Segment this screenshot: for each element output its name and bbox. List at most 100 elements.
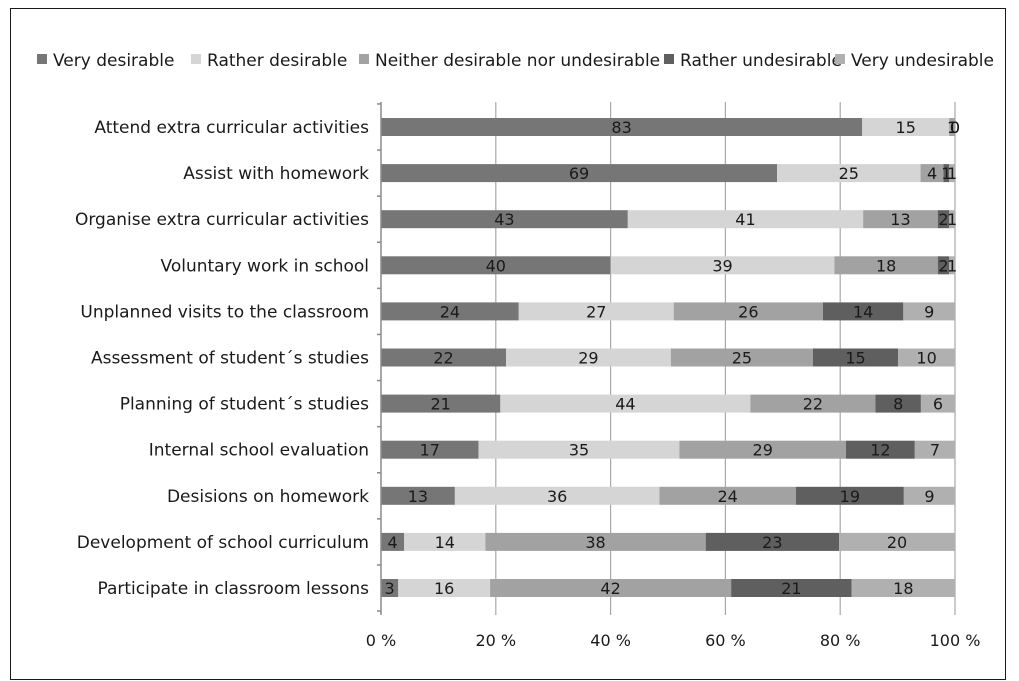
bar-organise-extra-curricular-activities-very-undesirable <box>949 210 955 229</box>
value-label-assessment-of-student-s-studies-very-undesirable: 10 <box>916 349 936 368</box>
bar-development-of-school-curriculum-neither-desirable-nor-undesirable <box>485 532 706 551</box>
value-label-organise-extra-curricular-activities-very-desirable: 43 <box>494 210 514 229</box>
category-label-attend-extra-curricular-activities: Attend extra curricular activities <box>94 118 369 138</box>
bar-organise-extra-curricular-activities-rather-undesirable <box>937 210 950 229</box>
chart-frame: Very desirable Rather desirable Neither de… <box>10 8 1006 680</box>
value-label-assist-with-homework-very-desirable: 69 <box>569 164 589 183</box>
value-label-planning-of-student-s-studies-very-undesirable: 6 <box>933 395 943 414</box>
value-label-assist-with-homework-rather-undesirable: 1 <box>941 164 951 183</box>
bar-assessment-of-student-s-studies-very-desirable <box>381 348 507 367</box>
value-label-organise-extra-curricular-activities-neither-desirable-nor-undesirable: 13 <box>890 210 910 229</box>
value-label-assist-with-homework-very-undesirable: 1 <box>947 164 957 183</box>
value-label-desisions-on-homework-very-desirable: 13 <box>408 487 428 506</box>
value-label-planning-of-student-s-studies-very-desirable: 21 <box>430 395 450 414</box>
bar-voluntary-work-in-school-very-undesirable <box>949 256 955 275</box>
value-label-development-of-school-curriculum-rather-desirable: 14 <box>435 533 455 552</box>
bar-organise-extra-curricular-activities-rather-desirable <box>627 210 864 229</box>
value-label-development-of-school-curriculum-very-undesirable: 20 <box>887 533 907 552</box>
value-label-assessment-of-student-s-studies-rather-desirable: 29 <box>578 349 598 368</box>
bar-internal-school-evaluation-rather-desirable <box>478 440 680 459</box>
bar-voluntary-work-in-school-very-desirable <box>381 256 611 275</box>
value-label-voluntary-work-in-school-very-undesirable: 1 <box>947 256 957 275</box>
bar-participate-in-classroom-lessons-neither-desirable-nor-undesirable <box>490 579 732 597</box>
value-label-voluntary-work-in-school-neither-desirable-nor-undesirable: 18 <box>876 256 896 275</box>
axes <box>377 102 382 615</box>
value-label-planning-of-student-s-studies-rather-desirable: 44 <box>615 395 635 414</box>
value-label-internal-school-evaluation-neither-desirable-nor-undesirable: 29 <box>753 441 773 460</box>
value-label-internal-school-evaluation-very-desirable: 17 <box>420 441 440 460</box>
category-label-planning-of-student-s-studies: Planning of student´s studies <box>120 395 369 415</box>
bar-assist-with-homework-rather-desirable <box>777 164 921 183</box>
category-label-organise-extra-curricular-activities: Organise extra curricular activities <box>75 210 369 230</box>
bar-assist-with-homework-rather-undesirable <box>943 164 950 183</box>
bar-internal-school-evaluation-very-undesirable <box>914 440 955 459</box>
value-label-internal-school-evaluation-rather-desirable: 35 <box>569 441 589 460</box>
legend-item-rather-undesirable-label: Rather undesirable <box>680 51 842 71</box>
bar-voluntary-work-in-school-neither-desirable-nor-undesirable <box>834 256 938 275</box>
value-label-unplanned-visits-to-the-classroom-neither-desirable-nor-undesirable: 26 <box>738 302 758 321</box>
bar-assist-with-homework-neither-desirable-nor-undesirable <box>920 164 944 183</box>
value-label-voluntary-work-in-school-rather-desirable: 39 <box>712 256 732 275</box>
bar-voluntary-work-in-school-rather-undesirable <box>937 256 950 275</box>
bar-organise-extra-curricular-activities-very-desirable <box>381 210 628 229</box>
value-label-unplanned-visits-to-the-classroom-very-desirable: 24 <box>440 302 460 321</box>
labels: 0 % 20 % 40 % 60 % 80 % 100 % Attend extra cur… <box>75 118 980 650</box>
value-label-attend-extra-curricular-activities-very-desirable: 83 <box>611 118 631 137</box>
value-label-desisions-on-homework-rather-desirable: 36 <box>547 487 567 506</box>
bar-participate-in-classroom-lessons-very-desirable <box>381 579 399 597</box>
bar-internal-school-evaluation-rather-undesirable <box>845 440 915 459</box>
value-label-assessment-of-student-s-studies-rather-undesirable: 15 <box>845 349 865 368</box>
bar-planning-of-student-s-studies-very-desirable <box>381 394 501 413</box>
bar-unplanned-visits-to-the-classroom-very-desirable <box>381 302 519 321</box>
value-label-planning-of-student-s-studies-neither-desirable-nor-undesirable: 22 <box>803 395 823 414</box>
category-label-assessment-of-student-s-studies: Assessment of student´s studies <box>91 349 369 369</box>
value-label-internal-school-evaluation-rather-undesirable: 12 <box>870 441 890 460</box>
bar-unplanned-visits-to-the-classroom-rather-desirable <box>518 302 674 321</box>
bar-development-of-school-curriculum-very-desirable <box>381 532 405 551</box>
value-label-attend-extra-curricular-activities-very-undesirable: 0 <box>950 118 960 137</box>
bar-desisions-on-homework-very-desirable <box>381 486 455 505</box>
bar-attend-extra-curricular-activities-neither-desirable-nor-undesirable <box>949 118 955 136</box>
bar-planning-of-student-s-studies-rather-desirable <box>500 394 751 413</box>
bar-internal-school-evaluation-very-desirable <box>381 440 479 459</box>
bar-unplanned-visits-to-the-classroom-rather-undesirable <box>822 302 904 321</box>
bar-assessment-of-student-s-studies-very-undesirable <box>898 348 955 367</box>
value-label-participate-in-classroom-lessons-rather-undesirable: 21 <box>781 579 801 598</box>
legend-item-rather-undesirable-swatch <box>664 54 674 64</box>
bar-participate-in-classroom-lessons-rather-undesirable <box>731 579 852 597</box>
bar-internal-school-evaluation-neither-desirable-nor-undesirable <box>679 440 846 459</box>
value-label-attend-extra-curricular-activities-rather-desirable: 15 <box>896 118 916 137</box>
legend-item-neither-desirable-nor-undesirable-swatch <box>359 54 369 64</box>
value-label-organise-extra-curricular-activities-rather-undesirable: 2 <box>938 210 948 229</box>
value-label-unplanned-visits-to-the-classroom-very-undesirable: 9 <box>924 302 934 321</box>
value-label-internal-school-evaluation-very-undesirable: 7 <box>930 441 940 460</box>
category-label-development-of-school-curriculum: Development of school curriculum <box>77 533 369 553</box>
value-label-voluntary-work-in-school-rather-undesirable: 2 <box>938 256 948 275</box>
x-tick-label-40: 40 % <box>590 631 631 650</box>
x-tick-label-100: 100 % <box>930 631 981 650</box>
value-label-desisions-on-homework-very-undesirable: 9 <box>924 487 934 506</box>
value-label-assessment-of-student-s-studies-very-desirable: 22 <box>433 349 453 368</box>
value-label-planning-of-student-s-studies-rather-undesirable: 8 <box>893 395 903 414</box>
bar-desisions-on-homework-very-undesirable <box>903 486 955 505</box>
bar-assessment-of-student-s-studies-rather-desirable <box>506 348 671 367</box>
legend: Very desirable Rather desirable Neither de… <box>37 51 994 71</box>
bar-unplanned-visits-to-the-classroom-neither-desirable-nor-undesirable <box>673 302 823 321</box>
value-label-unplanned-visits-to-the-classroom-rather-undesirable: 14 <box>853 302 873 321</box>
x-tick-label-80: 80 % <box>820 631 861 650</box>
bar-planning-of-student-s-studies-neither-desirable-nor-undesirable <box>750 394 876 413</box>
category-label-voluntary-work-in-school: Voluntary work in school <box>161 256 369 276</box>
legend-item-very-desirable-swatch <box>37 54 47 64</box>
value-label-attend-extra-curricular-activities-rather-undesirable: 0 <box>950 118 960 137</box>
value-label-assist-with-homework-rather-desirable: 25 <box>839 164 859 183</box>
bar-attend-extra-curricular-activities-very-desirable <box>381 118 863 136</box>
bar-desisions-on-homework-rather-undesirable <box>795 486 904 505</box>
value-label-assessment-of-student-s-studies-neither-desirable-nor-undesirable: 25 <box>732 349 752 368</box>
bar-development-of-school-curriculum-rather-desirable <box>404 532 486 551</box>
value-label-development-of-school-curriculum-very-desirable: 4 <box>388 533 398 552</box>
bar-unplanned-visits-to-the-classroom-very-undesirable <box>903 302 955 321</box>
value-label-development-of-school-curriculum-rather-undesirable: 23 <box>762 533 782 552</box>
legend-item-very-undesirable-label: Very undesirable <box>851 51 994 71</box>
bar-participate-in-classroom-lessons-very-undesirable <box>851 579 955 597</box>
bar-participate-in-classroom-lessons-rather-desirable <box>398 579 491 597</box>
